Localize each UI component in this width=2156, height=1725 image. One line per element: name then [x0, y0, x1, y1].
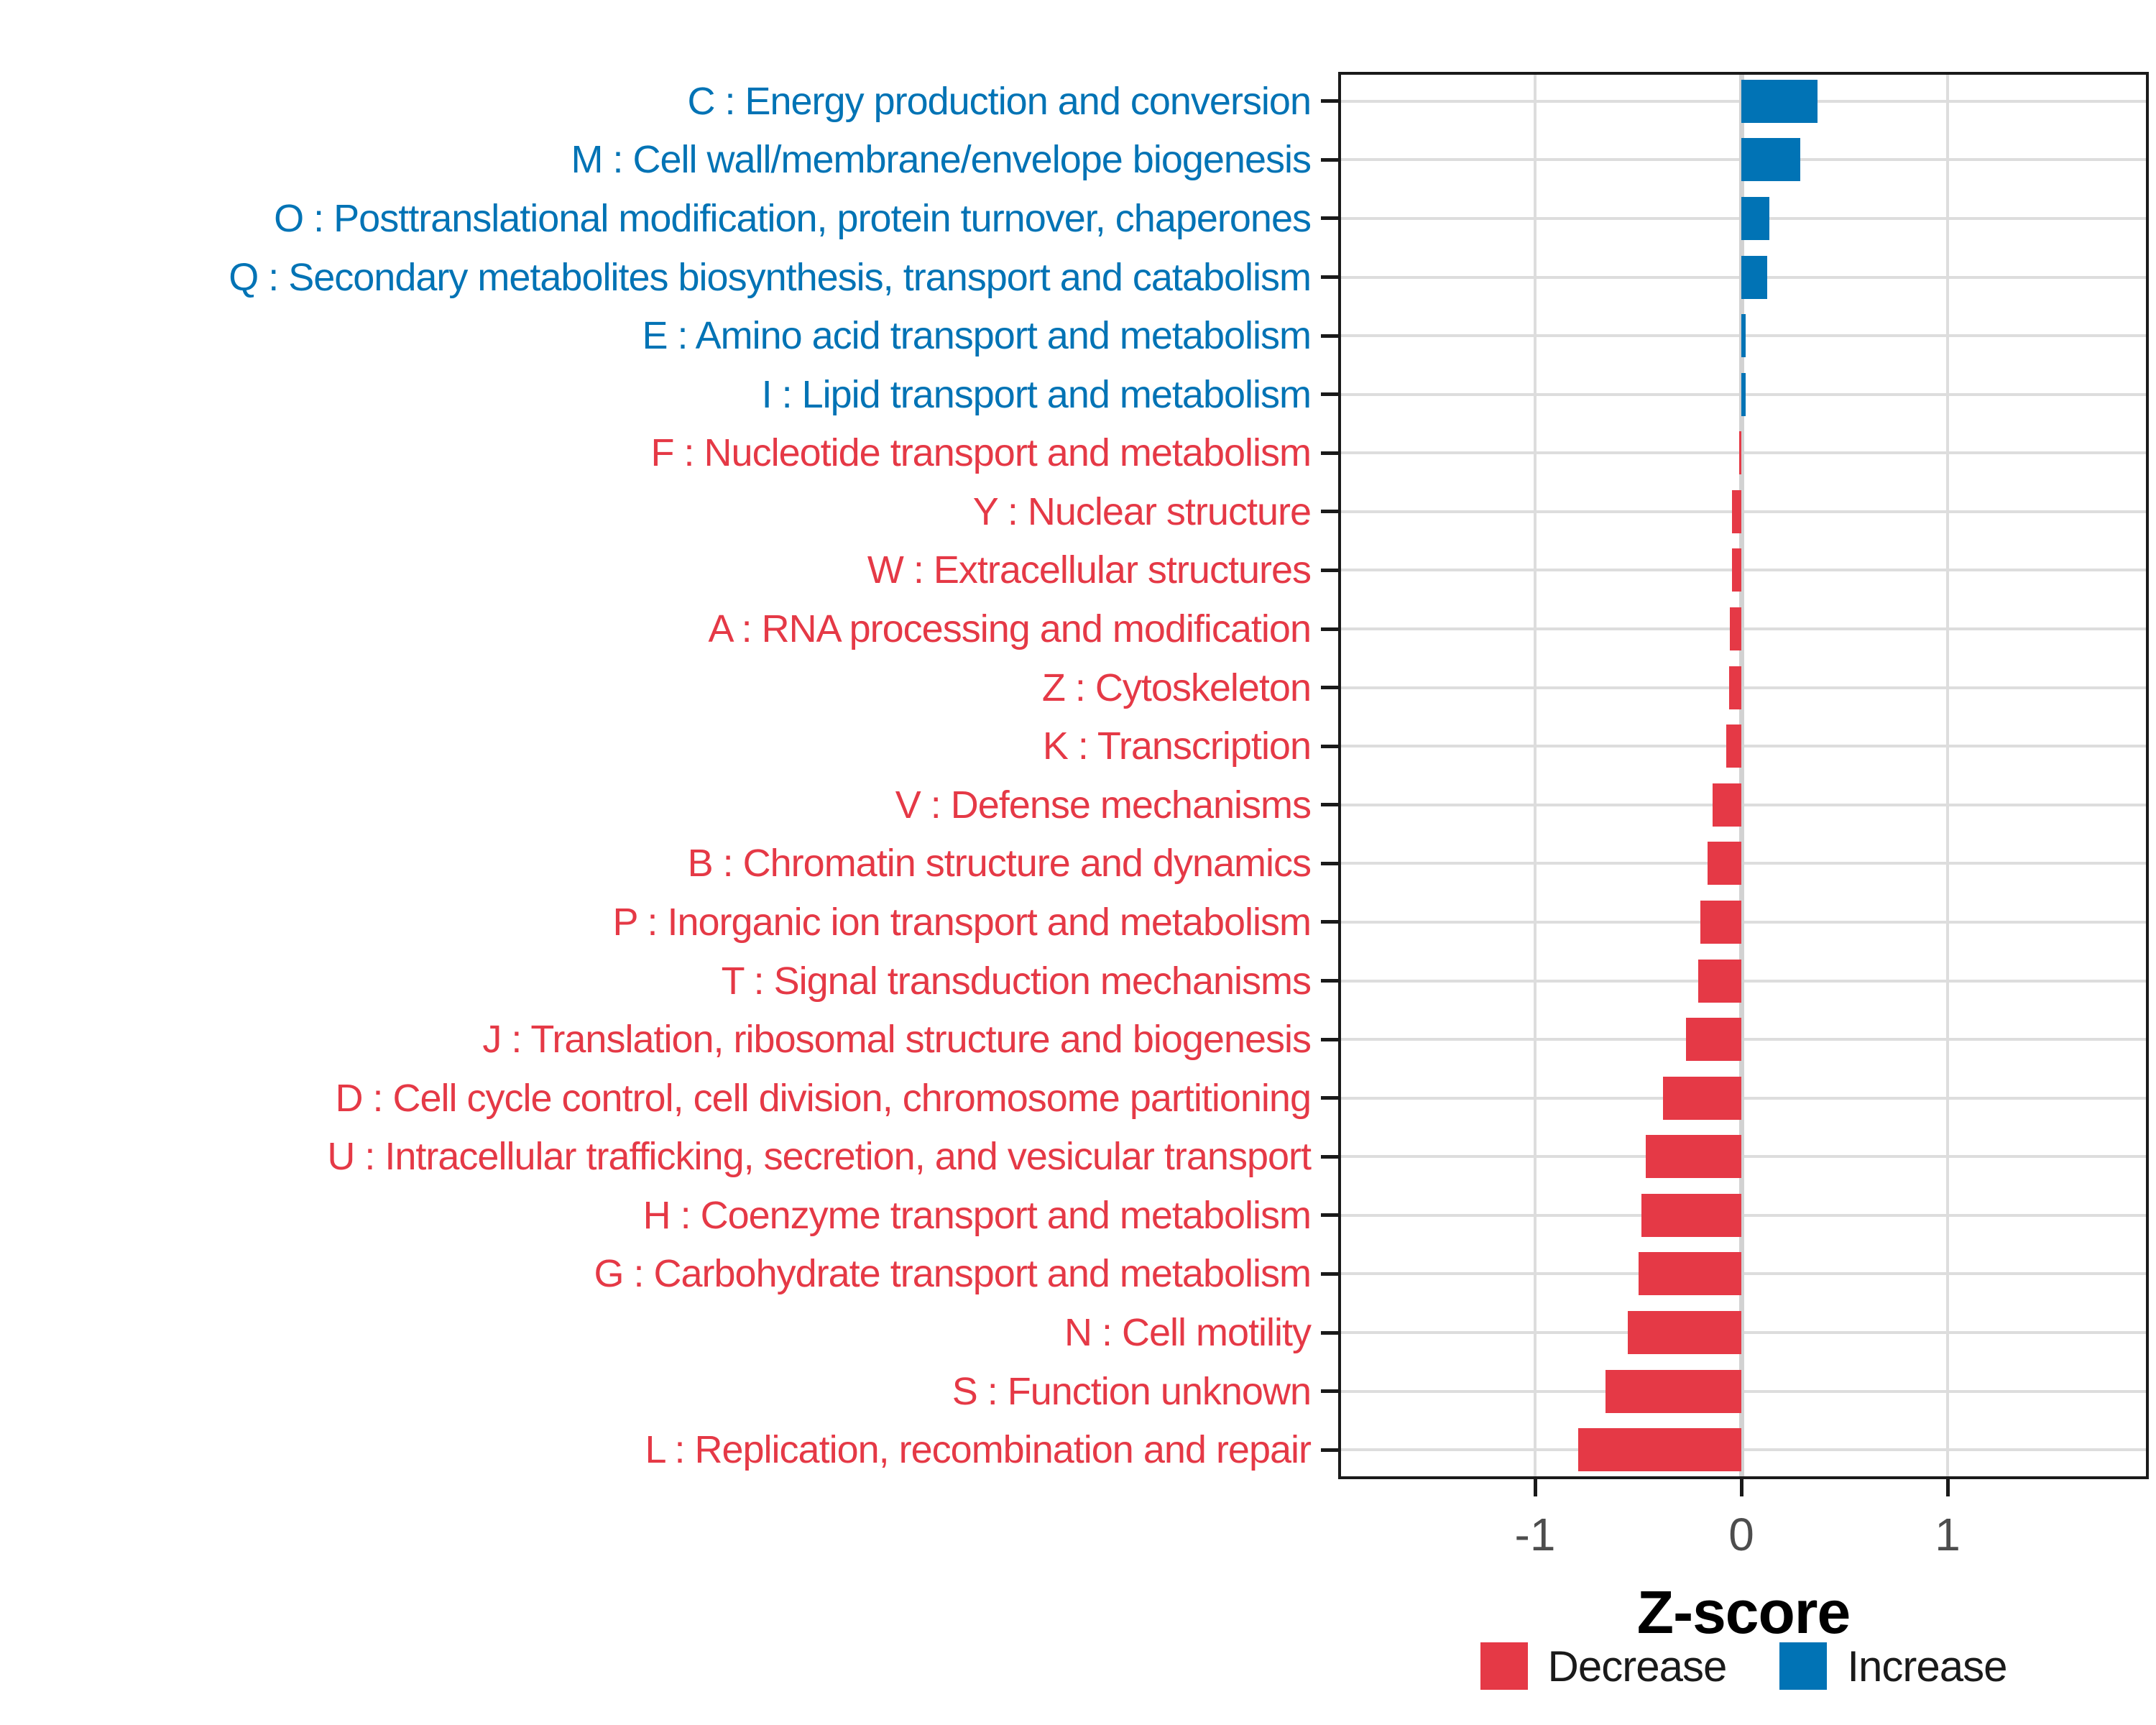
bar-v	[1712, 783, 1741, 827]
y-axis-tick	[1321, 1096, 1338, 1100]
bar-l	[1578, 1428, 1741, 1472]
zero-gridline	[1738, 75, 1744, 1476]
bar-n	[1628, 1311, 1741, 1355]
y-axis-tick	[1321, 216, 1338, 221]
category-label: N : Cell motility	[1064, 1311, 1312, 1355]
legend: Decrease Increase	[1338, 1632, 2149, 1701]
category-label: S : Function unknown	[952, 1369, 1312, 1413]
bar-j	[1685, 1018, 1741, 1062]
y-axis-tick	[1321, 1448, 1338, 1452]
bar-i	[1741, 372, 1746, 416]
bar-e	[1741, 314, 1746, 358]
category-label: K : Transcription	[1042, 724, 1312, 768]
bar-u	[1645, 1135, 1741, 1179]
y-axis-tick	[1321, 392, 1338, 397]
y-axis-tick	[1321, 1037, 1338, 1041]
bar-s	[1605, 1369, 1741, 1413]
y-axis-tick	[1321, 1389, 1338, 1394]
legend-item-decrease: Decrease	[1480, 1642, 1727, 1691]
x-tick-label: -1	[1514, 1509, 1556, 1560]
bar-h	[1641, 1193, 1741, 1237]
category-label: U : Intracellular trafficking, secretion…	[327, 1135, 1312, 1179]
y-axis-tick	[1321, 1271, 1338, 1276]
y-axis-tick	[1321, 510, 1338, 514]
y-axis-tick	[1321, 744, 1338, 748]
y-axis-tick	[1321, 1154, 1338, 1159]
category-label: V : Defense mechanisms	[895, 783, 1312, 827]
bar-k	[1726, 724, 1741, 768]
bar-t	[1697, 959, 1741, 1003]
bar-f	[1738, 431, 1741, 475]
category-label: Y : Nuclear structure	[972, 489, 1312, 533]
bar-z	[1728, 666, 1741, 709]
y-axis-tick	[1321, 451, 1338, 455]
y-axis-tick	[1321, 920, 1338, 924]
y-axis-tick	[1321, 334, 1338, 338]
category-label: G : Carbohydrate transport and metabolis…	[594, 1252, 1312, 1296]
y-axis-tick	[1321, 803, 1338, 807]
category-label: O : Posttranslational modification, prot…	[274, 196, 1312, 240]
bar-q	[1741, 255, 1767, 299]
y-axis-tick	[1321, 1330, 1338, 1335]
bar-d	[1662, 1076, 1741, 1120]
y-axis-tick	[1321, 627, 1338, 631]
x-tick-label: 0	[1728, 1509, 1754, 1560]
y-axis-tick	[1321, 99, 1338, 104]
category-label: P : Inorganic ion transport and metaboli…	[612, 900, 1312, 944]
bar-w	[1732, 548, 1741, 592]
category-label: C : Energy production and conversion	[687, 79, 1312, 123]
category-label: I : Lipid transport and metabolism	[761, 372, 1312, 416]
category-label: T : Signal transduction mechanisms	[721, 959, 1312, 1003]
gridline-vertical	[1946, 75, 1949, 1476]
y-axis-tick	[1321, 568, 1338, 572]
x-axis-tick	[1739, 1479, 1743, 1496]
x-axis-tick	[1533, 1479, 1537, 1496]
legend-item-increase: Increase	[1779, 1642, 2007, 1691]
y-axis-tick	[1321, 979, 1338, 983]
category-label: Z : Cytoskeleton	[1041, 666, 1312, 709]
x-tick-label: 1	[1935, 1509, 1961, 1560]
legend-label: Decrease	[1547, 1642, 1728, 1690]
legend-swatch-increase	[1779, 1642, 1828, 1690]
gridline-vertical	[1534, 75, 1537, 1476]
category-label: Q : Secondary metabolites biosynthesis, …	[229, 255, 1312, 299]
legend-swatch-decrease	[1480, 1642, 1528, 1690]
category-label: F : Nucleotide transport and metabolism	[650, 431, 1312, 475]
category-label: H : Coenzyme transport and metabolism	[642, 1193, 1312, 1237]
x-axis-tick	[1945, 1479, 1950, 1496]
category-label: L : Replication, recombination and repai…	[645, 1428, 1312, 1472]
category-label: M : Cell wall/membrane/envelope biogenes…	[571, 138, 1312, 182]
bar-p	[1700, 900, 1741, 944]
bar-o	[1741, 196, 1769, 240]
category-label: W : Extracellular structures	[867, 548, 1312, 592]
bar-a	[1730, 607, 1741, 651]
legend-label: Increase	[1847, 1642, 2007, 1690]
bar-b	[1707, 842, 1741, 886]
bar-y	[1732, 489, 1741, 533]
x-axis-title: Z-score	[1636, 1578, 1851, 1646]
category-label: E : Amino acid transport and metabolism	[642, 314, 1312, 358]
bar-g	[1638, 1252, 1741, 1296]
bar-c	[1741, 79, 1818, 123]
y-axis-tick	[1321, 686, 1338, 690]
category-label: A : RNA processing and modification	[708, 607, 1312, 651]
y-axis-tick	[1321, 275, 1338, 280]
category-label: B : Chromatin structure and dynamics	[687, 842, 1312, 886]
y-axis-tick	[1321, 1213, 1338, 1218]
y-axis-tick	[1321, 861, 1338, 865]
bar-m	[1741, 138, 1800, 182]
y-axis-tick	[1321, 157, 1338, 162]
category-label: J : Translation, ribosomal structure and…	[482, 1018, 1312, 1062]
category-label: D : Cell cycle control, cell division, c…	[335, 1076, 1312, 1120]
